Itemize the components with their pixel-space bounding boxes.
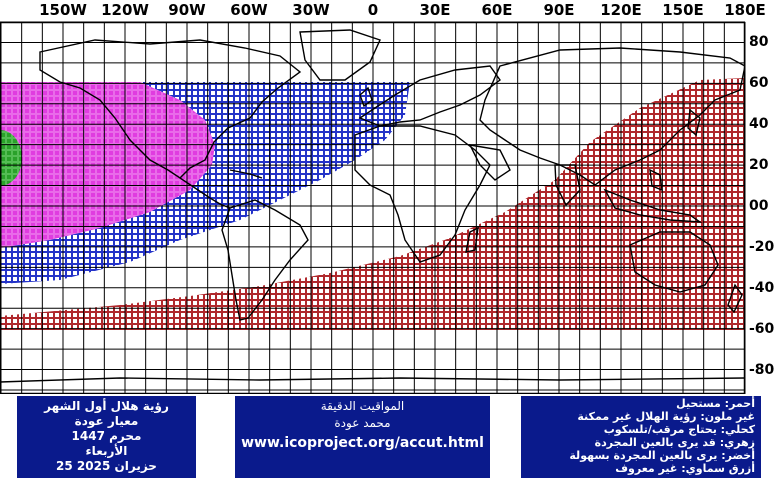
month-info-panel: رؤية هلال أول الشهر معيار عودة محرم 1447… [17, 396, 196, 478]
info-title: رؤية هلال أول الشهر [44, 399, 169, 413]
longitude-label: 90E [543, 1, 575, 19]
source-author: محمد عودة [334, 416, 391, 430]
longitude-label: 60E [481, 1, 513, 19]
legend-panel: أحمر: مستحيل غير ملون: رؤية الهلال غير م… [521, 396, 761, 478]
zone-green-easily-visible [0, 130, 22, 186]
latitude-label: 20 [749, 157, 769, 174]
longitude-label: 0 [367, 1, 379, 19]
map-frame [0, 21, 746, 394]
legend-navy: كحلي: يحتاج مرقب/تلسكوب [603, 423, 755, 436]
latitude-label: -60 [749, 320, 775, 337]
latitude-label: 00 [749, 198, 769, 214]
longitude-label: 30W [292, 1, 330, 19]
legend-red: أحمر: مستحيل [676, 397, 755, 410]
visibility-world-map [0, 21, 746, 394]
legend-green: أخضر: يرى بالعين المجردة بسهولة [569, 449, 755, 462]
latitude-label: 60 [749, 75, 769, 92]
coastlines [0, 29, 745, 383]
longitude-label: 180E [724, 1, 766, 19]
latitude-label: 40 [749, 116, 769, 133]
graticule [0, 21, 746, 394]
latitude-label: -20 [749, 238, 775, 255]
latitude-label: -80 [749, 361, 775, 378]
latitude-label: 80 [749, 34, 769, 51]
longitude-label: 60W [230, 1, 268, 19]
longitude-label: 90W [168, 1, 206, 19]
info-criterion: معيار عودة [74, 414, 139, 428]
legend-uncolored: غير ملون: رؤية الهلال غير ممكنة [577, 410, 755, 423]
source-title: المواقيت الدقيقة [320, 399, 405, 413]
legend-sky-blue: أزرق سماوي: غير معروف [615, 462, 755, 475]
longitude-label: 120E [600, 1, 642, 19]
longitude-label: 150W [39, 1, 87, 19]
source-url-link[interactable]: www.icoproject.org/accut.html [241, 435, 484, 451]
source-panel: المواقيت الدقيقة محمد عودة www.icoprojec… [235, 396, 490, 478]
info-weekday: الأربعاء [85, 444, 128, 458]
info-hijri-month: محرم 1447 [71, 429, 142, 443]
longitude-label: 120W [101, 1, 149, 19]
latitude-label: -40 [749, 279, 775, 296]
longitude-label: 30E [419, 1, 451, 19]
info-date: 25 حزيران 2025 [56, 459, 157, 473]
legend-pink: زهري: قد يرى بالعين المجردة [594, 436, 755, 449]
longitude-label: 150E [662, 1, 704, 19]
